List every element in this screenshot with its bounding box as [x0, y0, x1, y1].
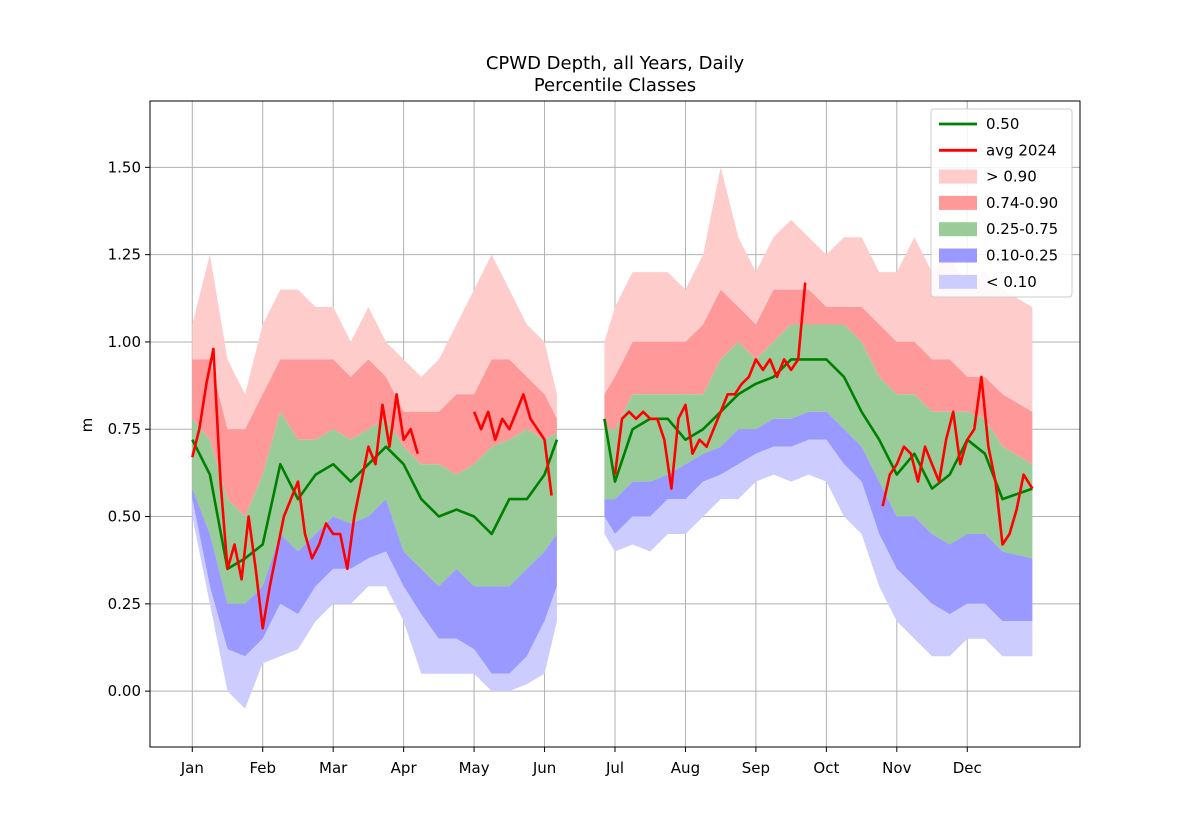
avg-2024-line: [191, 347, 419, 630]
y-tick-label: 1.00: [108, 333, 141, 351]
x-tick-label: Dec: [953, 759, 982, 777]
band-10-25: [604, 411, 1033, 622]
legend-swatch-band: [939, 248, 977, 263]
avg-2024-line: [881, 375, 1034, 546]
y-tick-label: 0.25: [108, 595, 141, 613]
x-tick-label: Aug: [671, 759, 700, 777]
x-tick-label: Feb: [249, 759, 276, 777]
avg-2024-line: [613, 282, 807, 490]
legend-label: 0.25-0.75: [986, 220, 1058, 238]
y-tick-label: 1.50: [108, 158, 141, 176]
legend-label: < 0.10: [986, 273, 1037, 291]
legend-label: 0.10-0.25: [986, 247, 1058, 265]
x-tick-label: Jan: [180, 759, 204, 777]
legend: 0.50 avg 2024 > 0.90 0.74-0.90 0.25-0.75 0.10…: [930, 108, 1073, 298]
band-74-90: [604, 289, 1033, 465]
band-74-90: [192, 359, 557, 517]
legend-label: > 0.90: [986, 168, 1037, 186]
legend-swatch-band: [939, 169, 977, 184]
plot-series: [191, 167, 1034, 709]
x-tick-label: Nov: [882, 759, 911, 777]
legend-swatch-band: [939, 274, 977, 289]
chart-title-line1: CPWD Depth, all Years, Daily: [486, 53, 745, 74]
band-25-75: [604, 324, 1033, 559]
chart-title-line2: Percentile Classes: [534, 75, 696, 96]
x-tick-label: Apr: [391, 759, 418, 777]
x-tick-label: May: [459, 759, 490, 777]
legend-swatch-band: [939, 222, 977, 237]
band-below-10: [192, 499, 557, 709]
band-above-90: [192, 254, 557, 430]
y-tick-label: 0.00: [108, 682, 141, 700]
legend-swatch-band: [939, 195, 977, 210]
avg-2024-line: [472, 393, 553, 496]
band-10-25: [192, 488, 557, 674]
x-tick-label: Jul: [605, 759, 624, 777]
legend-label: 0.74-0.90: [986, 194, 1058, 212]
y-axis-label: m: [78, 418, 96, 433]
x-tick-label: Jun: [532, 759, 556, 777]
band-below-10: [604, 439, 1033, 657]
legend-label: avg 2024: [986, 141, 1057, 159]
y-tick-label: 0.75: [108, 420, 141, 438]
x-tick-label: Oct: [813, 759, 839, 777]
band-25-75: [192, 411, 557, 604]
y-tick-label: 0.50: [108, 508, 141, 526]
x-tick-label: Mar: [319, 759, 348, 777]
y-tick-label: 1.25: [108, 246, 141, 264]
x-tick-label: Sep: [742, 759, 770, 777]
legend-label: 0.50: [986, 115, 1019, 133]
plot-area: Jan Feb Mar Apr May Jun Jul Aug Sep Oct Nov Dec 0.00…: [108, 100, 1081, 777]
band-above-90: [604, 167, 1033, 412]
median-line: [603, 358, 1033, 501]
